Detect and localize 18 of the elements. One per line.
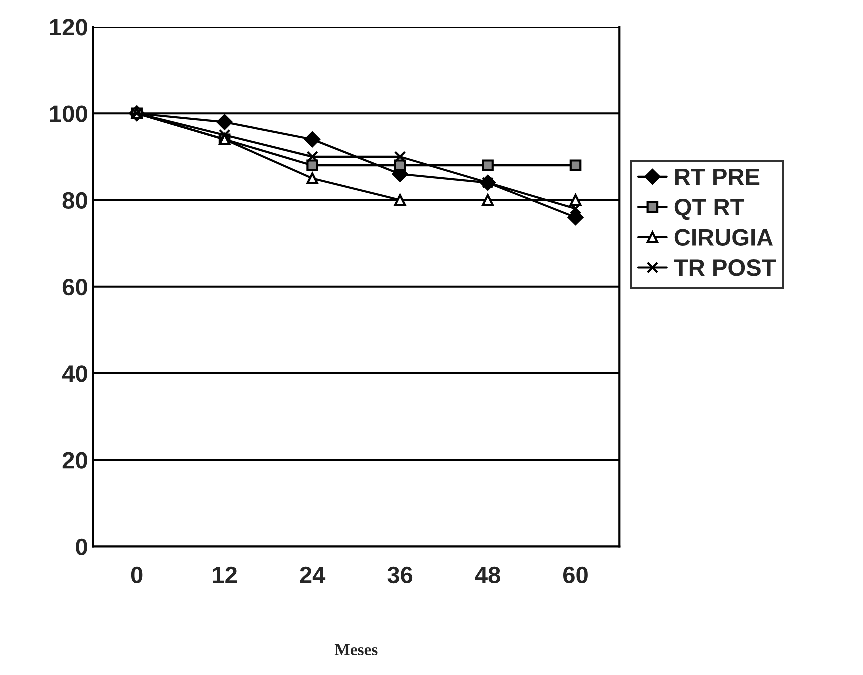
x-tick-label: 60: [564, 566, 588, 584]
legend-label: RT PRE: [676, 168, 760, 186]
x-axis-title: Meses: [334, 644, 378, 656]
x-tick-label: 36: [388, 566, 413, 584]
x-tick-label: 24: [300, 566, 326, 584]
y-tick-label: 40: [62, 366, 88, 382]
y-tick-label: 100: [50, 106, 88, 122]
x-tick-label: 0: [131, 566, 143, 584]
legend-label: TR POST: [674, 260, 776, 276]
y-tick-label: 60: [62, 278, 88, 296]
legend-label: CIRUGIA: [674, 229, 774, 246]
y-tick-label: 120: [50, 19, 88, 36]
y-tick-label: 20: [62, 452, 88, 469]
x-tick-label: 12: [213, 566, 237, 584]
y-tick-label: 0: [76, 538, 88, 556]
x-tick-label: 48: [475, 566, 500, 584]
legend-label: QT RT: [674, 198, 745, 220]
y-tick-label: 80: [62, 192, 88, 210]
